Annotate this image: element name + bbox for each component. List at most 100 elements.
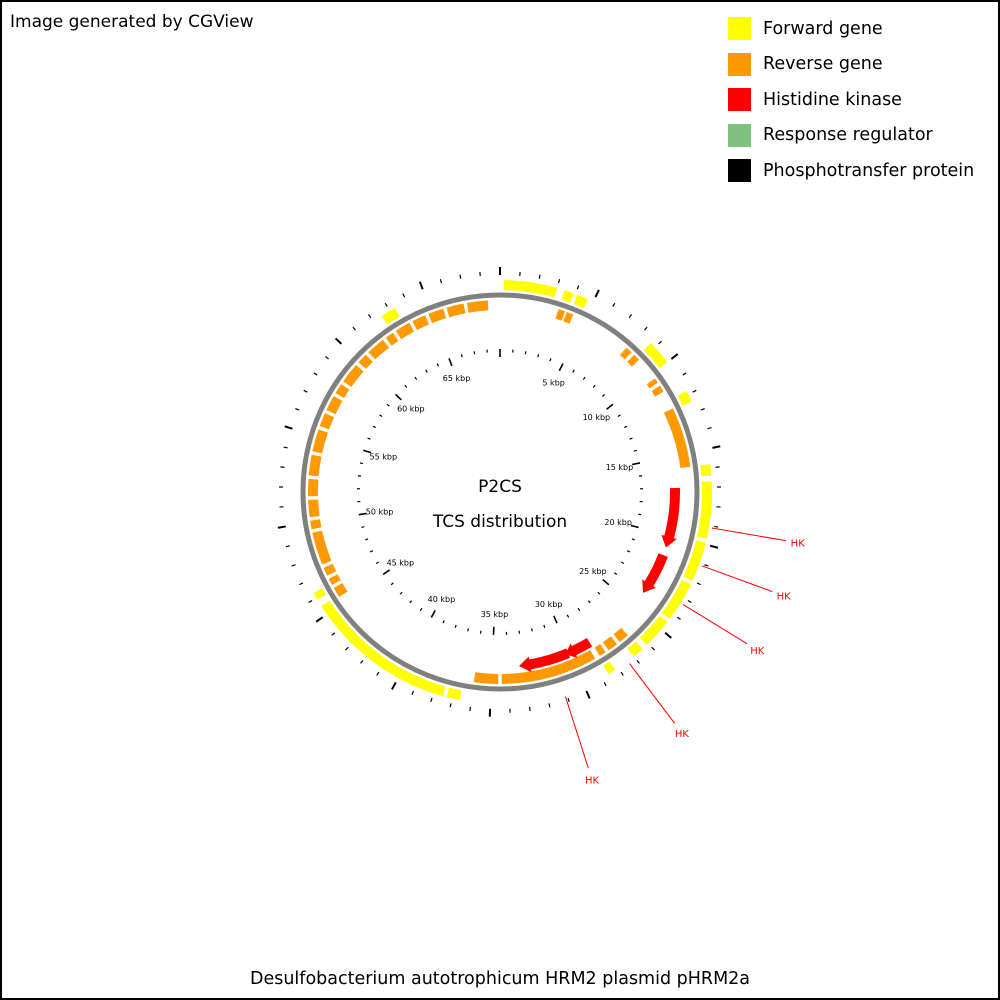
outer-minor-tick	[352, 326, 356, 331]
inner-minor-tick	[633, 449, 637, 452]
inner-minor-tick	[577, 607, 581, 612]
reverse-gene	[627, 354, 640, 367]
inner-major-tick	[558, 363, 564, 372]
outer-minor-tick	[676, 616, 681, 620]
kbp-tick-label: 10 kbp	[583, 413, 611, 422]
reverse-gene	[328, 574, 341, 585]
legend-label: Forward gene	[763, 18, 883, 39]
outer-minor-tick	[557, 279, 561, 284]
hk-callout-line	[629, 663, 676, 724]
reverse-gene	[312, 530, 332, 565]
inner-minor-tick	[467, 628, 469, 632]
inner-minor-tick	[631, 538, 635, 541]
inner-major-tick	[602, 578, 610, 586]
reverse-gene	[385, 332, 399, 346]
reverse-gene	[310, 519, 322, 530]
map-caption: Desulfobacterium autotrophicum HRM2 plas…	[249, 969, 751, 989]
forward-gene	[603, 661, 616, 675]
reverse-gene	[335, 384, 350, 399]
forward-gene	[561, 290, 574, 303]
reverse-gene	[619, 347, 632, 360]
reverse-gene	[412, 315, 430, 331]
kbp-tick-label: 30 kbp	[535, 600, 563, 609]
inner-minor-tick	[390, 582, 394, 586]
legend-swatch	[728, 17, 751, 41]
outer-minor-tick	[682, 372, 687, 376]
outer-minor-tick	[411, 690, 415, 695]
inner-major-tick	[606, 403, 614, 410]
kbp-tick-label: 35 kbp	[481, 610, 509, 619]
legend: Forward gene Reverse gene Histidine kina…	[728, 11, 998, 189]
outer-minor-tick	[714, 525, 719, 528]
hk-callout-label: HK	[750, 646, 765, 657]
hk-callout-label: HK	[675, 729, 690, 740]
outer-major-tick	[391, 681, 397, 690]
kbp-tick-label: 15 kbp	[606, 463, 634, 472]
forward-gene	[381, 307, 400, 325]
outer-minor-tick	[644, 326, 648, 331]
inner-minor-tick	[409, 600, 413, 604]
reverse-gene	[308, 499, 320, 518]
legend-swatch	[728, 52, 751, 76]
inner-minor-tick	[592, 384, 596, 388]
inner-minor-tick	[597, 591, 601, 595]
outer-minor-tick	[384, 302, 388, 307]
legend-item-forward-gene: Forward gene	[728, 11, 998, 47]
kbp-tick-label: 50 kbp	[366, 507, 394, 516]
kbp-label-ring: 5 kbp 10 kbp 15 kbp 20 kbp 25 kbp 30 kbp 35 kb…	[366, 374, 633, 619]
outer-minor-tick	[704, 564, 709, 567]
outer-minor-tick	[430, 697, 433, 703]
reverse-gene	[323, 563, 337, 576]
histidine-kinase-track	[519, 487, 681, 673]
outer-major-tick	[664, 631, 672, 639]
inner-minor-tick	[454, 624, 457, 628]
outer-minor-tick	[620, 671, 624, 676]
inner-minor-tick	[531, 628, 533, 632]
outer-minor-tick	[707, 426, 712, 430]
reverse-gene	[613, 627, 628, 643]
map-title-line-2: TCS distribution	[432, 512, 567, 532]
inner-minor-tick	[473, 351, 476, 355]
inner-minor-tick	[379, 414, 383, 418]
inner-minor-tick	[587, 600, 591, 604]
reverse-gene	[308, 478, 319, 497]
forward-gene-track	[313, 280, 713, 701]
outer-minor-tick	[285, 545, 290, 548]
inner-minor-tick	[365, 538, 369, 541]
forward-gene	[661, 579, 691, 619]
forward-gene	[446, 687, 462, 701]
inner-minor-tick	[582, 376, 586, 380]
outer-minor-tick	[692, 389, 697, 393]
inner-minor-tick	[419, 607, 423, 612]
inner-minor-tick	[537, 354, 540, 358]
inner-minor-tick	[425, 369, 428, 373]
reverse-gene	[555, 309, 566, 321]
outer-minor-tick	[567, 697, 570, 703]
outer-minor-tick	[360, 659, 364, 664]
inner-major-tick	[394, 393, 402, 401]
inner-minor-tick	[543, 624, 546, 628]
reverse-gene	[646, 378, 658, 389]
outer-major-tick	[585, 690, 591, 699]
outer-minor-tick	[658, 340, 662, 345]
outer-major-tick	[594, 289, 600, 298]
inner-major-tick	[430, 610, 436, 618]
reverse-gene	[358, 354, 373, 369]
outer-major-tick	[670, 353, 679, 360]
forward-gene	[503, 280, 558, 298]
outer-minor-tick	[439, 279, 443, 284]
histidine-kinase-arrow	[661, 487, 681, 548]
reverse-gene	[428, 308, 447, 324]
reverse-gene	[473, 672, 499, 684]
inner-minor-tick	[367, 437, 371, 440]
outer-minor-tick	[628, 314, 633, 318]
inner-minor-tick	[614, 572, 618, 575]
inner-major-tick	[382, 569, 391, 576]
inner-minor-tick	[372, 425, 376, 429]
outer-major-tick	[284, 425, 293, 430]
inner-minor-tick	[629, 437, 633, 440]
reverse-gene	[343, 364, 364, 388]
kbp-tick-label: 55 kbp	[370, 452, 398, 461]
inner-major-tick	[362, 449, 372, 454]
hk-callout-label: HK	[791, 539, 806, 550]
